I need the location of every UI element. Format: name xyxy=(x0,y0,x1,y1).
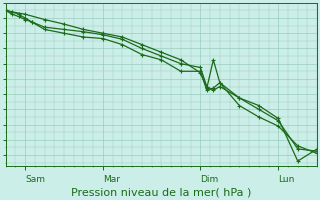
X-axis label: Pression niveau de la mer( hPa ): Pression niveau de la mer( hPa ) xyxy=(71,187,252,197)
